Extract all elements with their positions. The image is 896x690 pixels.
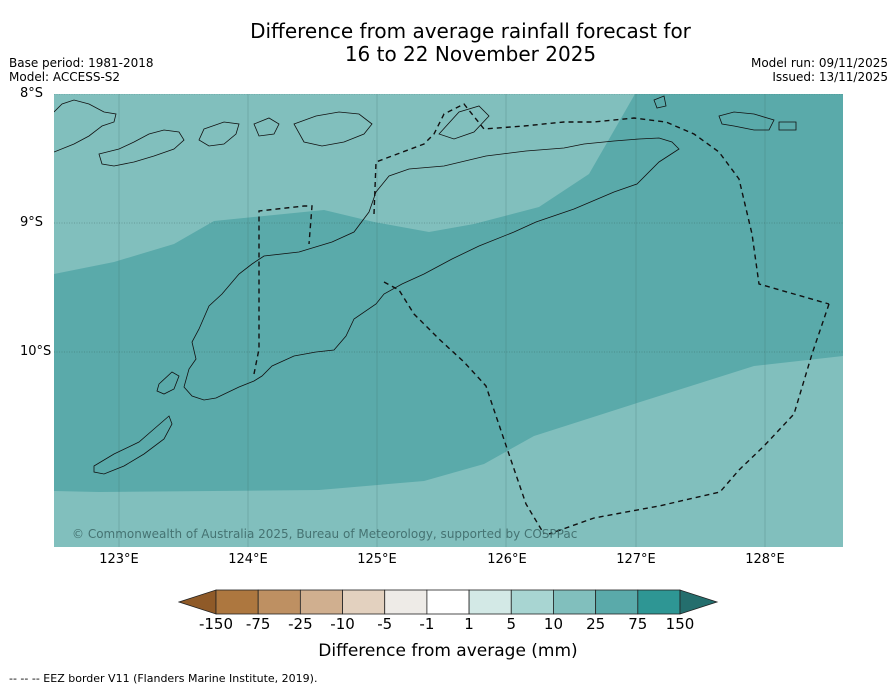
colorbar-tick-label: -5 [377,615,393,633]
colorbar-cell [342,589,386,615]
base-period: Base period: 1981-2018 [9,56,154,70]
lon-label-127e: 127°E [616,552,656,567]
map-svg [53,93,843,547]
leti-coastline [653,95,667,109]
eez-borders [253,103,830,535]
kisar-coastline [718,111,775,131]
copyright-notice: © Commonwealth of Australia 2025, Bureau… [72,527,578,541]
lon-label-125e: 125°E [357,552,397,567]
timor-coastline [183,137,680,401]
colorbar-tick-label: 10 [543,615,563,633]
colorbar-over-arrow [679,589,719,615]
model-name: Model: ACCESS-S2 [9,70,121,84]
alor-coastline [293,111,373,147]
coastlines [53,95,797,475]
colorbar-tick-label: -1 [419,615,435,633]
lon-label-126e: 126°E [487,552,527,567]
meridians [118,94,766,547]
title-line-2: 16 to 22 November 2025 [344,42,597,66]
lat-label-9s: 9°S [20,215,44,230]
colorbar-tick-label: 150 [665,615,695,633]
colorbar-tick-label: -10 [330,615,355,633]
colorbar-cell [595,589,639,615]
colorbar [178,589,719,615]
pantar-coastline [253,117,280,137]
colorbar-cell [468,589,512,615]
colorbar-tick-label: 75 [628,615,648,633]
lon-label-123e: 123°E [99,552,139,567]
forecast-region-dark [54,94,843,492]
rote-coastline [93,415,173,475]
eez-border-west [253,205,313,375]
eez-border-east [548,303,830,535]
colorbar-cell [299,589,343,615]
chart-title: Difference from average rainfall forecas… [0,20,896,66]
colorbar-under-arrow [178,589,217,615]
colorbar-tick-label: -150 [198,615,234,633]
solor-coastline [98,129,185,167]
colorbar-tick-label: 5 [506,615,517,633]
lat-label-10s: 10°S [20,344,52,359]
moa-coastline [778,121,797,131]
eez-footnote: -- -- -- EEZ border V11 (Flanders Marine… [9,672,318,685]
lomblen-coastline [198,121,240,147]
colorbar-tick-label: -75 [245,615,271,633]
title-line-1: Difference from average rainfall forecas… [250,19,691,43]
colorbar-cell [257,589,301,615]
colorbar-cell [637,589,681,615]
flores-coastline [53,99,117,153]
colorbar-cell [384,589,428,615]
issued-date: Issued: 13/11/2025 [772,70,888,84]
colorbar-tick-label: 25 [586,615,606,633]
colorbar-cell [426,589,470,615]
semau-coastline [156,371,180,395]
meta-left: Base period: 1981-2018 Model: ACCESS-S2 [9,56,154,84]
colorbar-cell [510,589,554,615]
map-panel [53,93,843,547]
colorbar-tick-label: 1 [464,615,474,633]
wetar-coastline [438,105,490,140]
colorbar-tick-label: -25 [288,615,313,633]
lat-label-8s: 8°S [20,86,44,101]
eez-border-south [383,281,545,535]
colorbar-label: Difference from average (mm) [318,641,578,661]
colorbar-cell [215,589,259,615]
lon-label-124e: 124°E [228,552,268,567]
grid-lines [54,93,843,353]
colorbar-cell [553,589,597,615]
meta-right: Model run: 09/11/2025 Issued: 13/11/2025 [751,56,888,84]
eez-border-north [373,103,830,305]
model-run: Model run: 09/11/2025 [750,56,888,70]
lon-label-128e: 128°E [745,552,785,567]
